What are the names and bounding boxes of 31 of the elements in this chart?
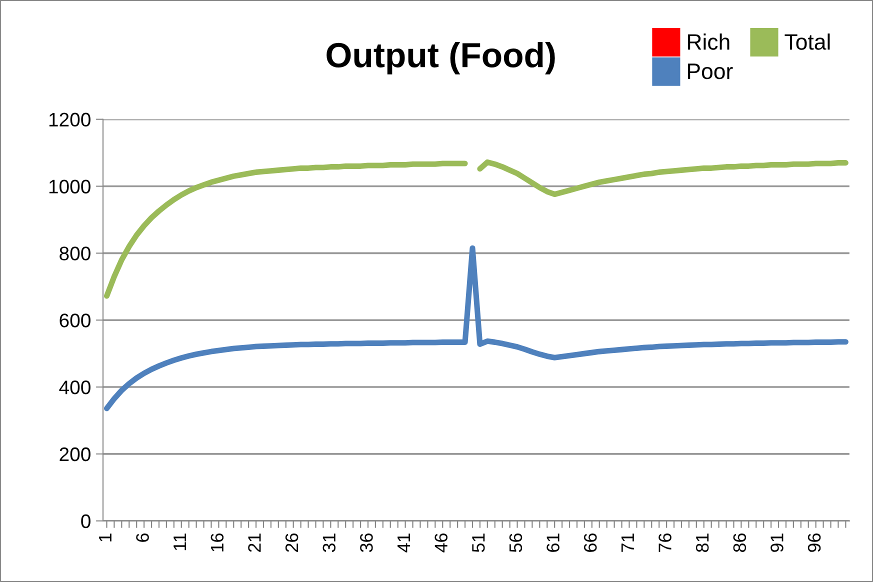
x-tick-label: 71 [621,534,634,552]
y-tick-label: 600 [60,314,90,328]
x-tick-label: 91 [770,534,784,552]
chart-title: Output (Food) [326,42,555,74]
y-tick-label: 400 [59,380,90,394]
x-tick-label: 86 [733,533,746,552]
x-tick-label: 1 [98,534,112,542]
x-tick-label: 61 [546,534,560,552]
x-tick-label: 46 [434,533,448,552]
x-tick-label: 76 [658,533,672,552]
legend-label: Total [784,34,830,50]
x-tick-label: 56 [509,533,522,552]
x-tick-label: 36 [360,533,373,552]
y-tick-label: 1200 [49,112,90,127]
x-tick-label: 26 [285,533,298,552]
x-tick-label: 51 [472,534,485,552]
x-tick-label: 6 [136,533,149,542]
x-tick-label: 31 [322,534,336,552]
y-tick-label: 200 [60,447,90,462]
x-tick-label: 96 [808,533,821,552]
x-tick-label: 21 [248,534,261,552]
x-tick-label: 81 [696,534,709,552]
x-tick-label: 16 [210,533,224,552]
y-tick-label: 0 [81,514,90,528]
x-tick-label: 66 [584,533,597,552]
legend-label: Rich [688,34,730,50]
x-tick-label: 11 [174,534,186,550]
x-tick-label: 41 [398,534,410,552]
y-tick-label: 800 [60,246,90,260]
y-tick-label: 1000 [49,180,90,194]
legend-label: Poor [688,64,733,80]
